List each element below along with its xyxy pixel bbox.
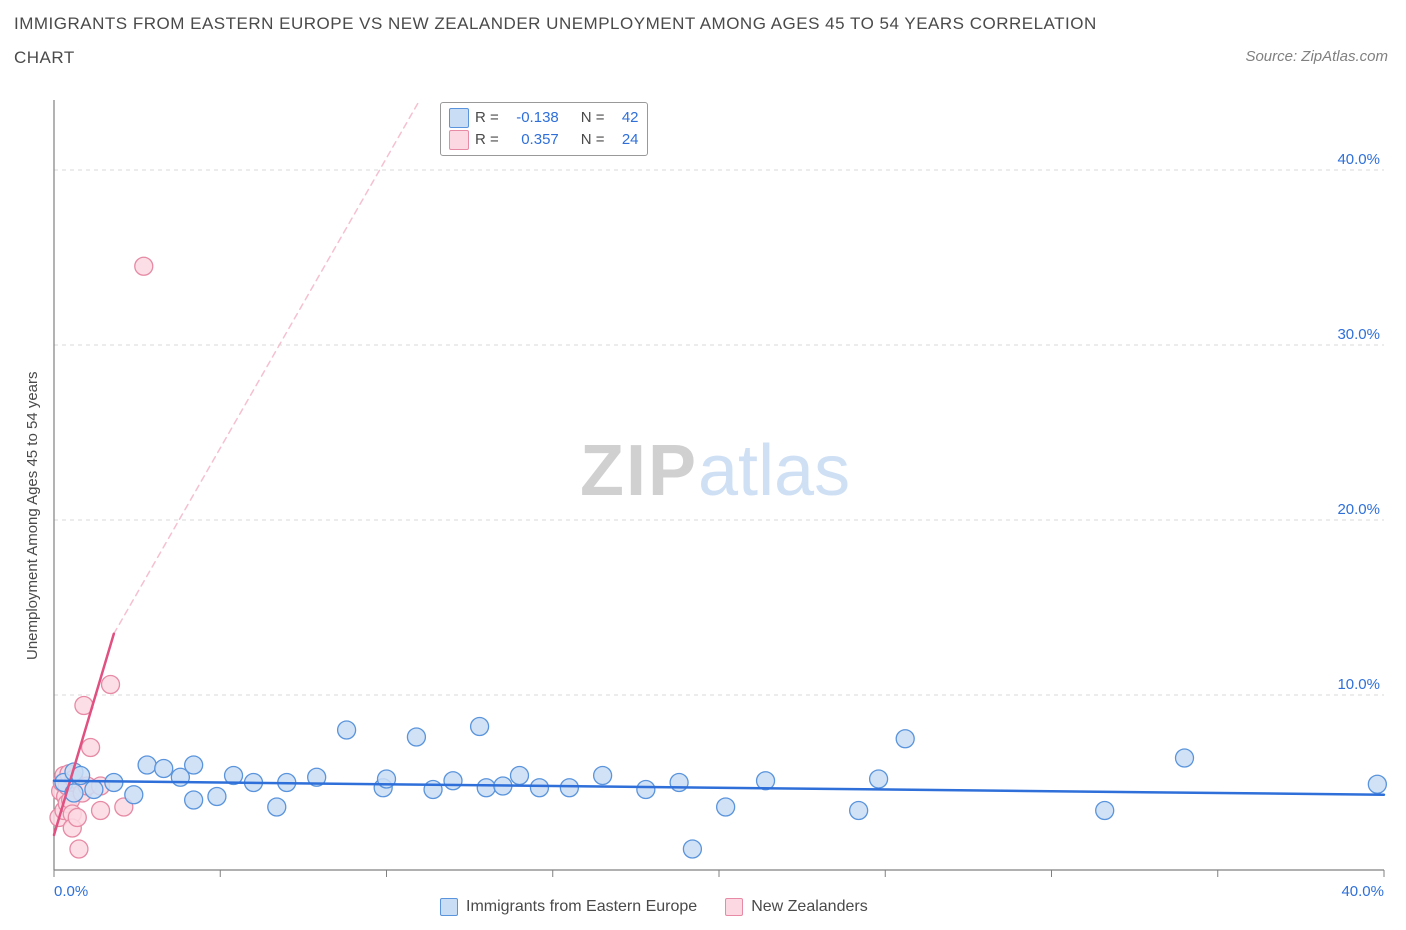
svg-text:0.0%: 0.0%	[54, 883, 88, 900]
swatch-blue	[449, 108, 469, 128]
swatch-blue-bottom	[440, 898, 458, 916]
scatter-chart: 0.0% 40.0% 10.0% 20.0% 30.0% 40.0%	[0, 0, 1406, 930]
swatch-pink	[449, 130, 469, 150]
legend-r-value-pink: 0.357	[505, 129, 559, 151]
svg-text:20.0%: 20.0%	[1337, 501, 1380, 518]
xlegend-label-pink: New Zealanders	[751, 898, 868, 916]
svg-text:40.0%: 40.0%	[1341, 883, 1384, 900]
svg-text:40.0%: 40.0%	[1337, 151, 1380, 168]
xlegend-label-blue: Immigrants from Eastern Europe	[466, 898, 697, 916]
legend-r-value-blue: -0.138	[505, 107, 559, 129]
stats-legend: R = -0.138 N = 42 R = 0.357 N = 24	[440, 102, 648, 156]
legend-n-value-blue: 42	[611, 107, 639, 129]
xlegend-item-blue: Immigrants from Eastern Europe	[440, 898, 697, 916]
x-axis-legend: Immigrants from Eastern Europe New Zealan…	[440, 898, 868, 916]
xlegend-item-pink: New Zealanders	[725, 898, 868, 916]
stats-legend-row-blue: R = -0.138 N = 42	[449, 107, 639, 129]
legend-n-label: N =	[581, 107, 605, 129]
stats-legend-row-pink: R = 0.357 N = 24	[449, 129, 639, 151]
svg-text:30.0%: 30.0%	[1337, 326, 1380, 343]
legend-r-label: R =	[475, 129, 499, 151]
legend-n-label: N =	[581, 129, 605, 151]
legend-r-label: R =	[475, 107, 499, 129]
svg-text:10.0%: 10.0%	[1337, 676, 1380, 693]
legend-n-value-pink: 24	[611, 129, 639, 151]
swatch-pink-bottom	[725, 898, 743, 916]
